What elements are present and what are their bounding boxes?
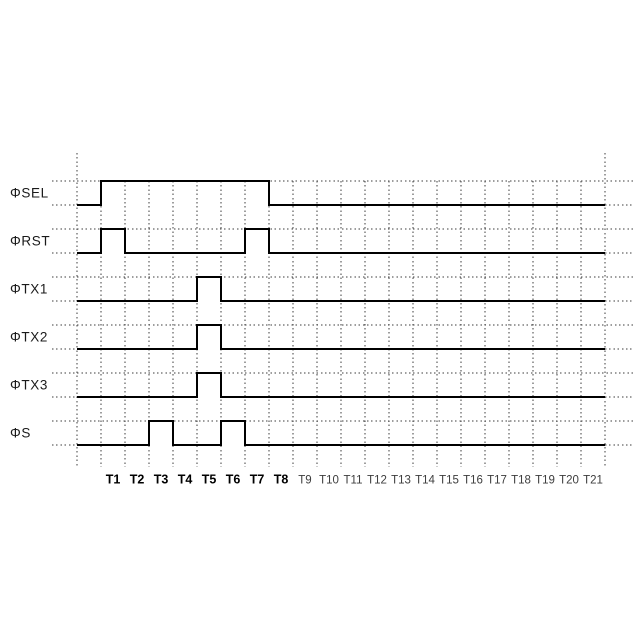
time-label-t13: T13 <box>391 475 411 487</box>
time-axis: T1 T2 T3 T4 T5 T6 T7 T8 T9 T10 T11 T12 T13 T14 T15 T16 T… <box>106 473 603 487</box>
time-label-t5: T5 <box>202 473 217 487</box>
signal-waveform-phi-tx3 <box>77 371 605 399</box>
signal-row-phi-tx1: ΦTX1 <box>10 275 634 303</box>
time-label-t11: T11 <box>344 475 363 487</box>
signal-label-phi-tx3: ΦTX3 <box>10 378 48 393</box>
signal-row-phi-tx3: ΦTX3 <box>10 371 634 399</box>
signal-waveform-phi-rst <box>77 227 605 255</box>
time-label-t8: T8 <box>274 473 289 487</box>
signal-waveform-phi-tx1 <box>77 275 605 303</box>
time-label-t3: T3 <box>154 473 169 487</box>
time-label-t15: T15 <box>439 475 459 487</box>
time-label-t20: T20 <box>559 475 579 487</box>
signal-waveform-phi-s <box>77 419 605 447</box>
signal-label-phi-tx1: ΦTX1 <box>10 282 48 297</box>
signal-label-phi-s: ΦS <box>10 426 31 441</box>
signal-row-phi-sel: ΦSEL <box>10 179 634 207</box>
signal-waveform-phi-tx2 <box>77 323 605 351</box>
time-label-t12: T12 <box>367 475 387 487</box>
signal-waveform-phi-sel <box>77 179 605 207</box>
signal-label-phi-sel: ΦSEL <box>10 186 49 201</box>
time-label-t17: T17 <box>487 475 507 487</box>
signal-row-phi-s: ΦS <box>10 419 634 447</box>
time-label-t16: T16 <box>463 475 483 487</box>
time-label-t7: T7 <box>250 473 265 487</box>
time-label-t14: T14 <box>415 475 435 487</box>
signal-row-phi-rst: ΦRST <box>10 227 634 255</box>
time-label-t21: T21 <box>583 475 603 487</box>
time-label-t6: T6 <box>226 473 241 487</box>
time-label-t18: T18 <box>511 475 531 487</box>
signal-row-phi-tx2: ΦTX2 <box>10 323 634 351</box>
time-label-t19: T19 <box>535 475 555 487</box>
time-label-t9: T9 <box>298 475 311 487</box>
signal-label-phi-tx2: ΦTX2 <box>10 330 48 345</box>
time-label-t10: T10 <box>319 475 339 487</box>
signal-label-phi-rst: ΦRST <box>10 234 50 249</box>
time-label-t4: T4 <box>178 473 193 487</box>
time-label-t1: T1 <box>106 473 121 487</box>
time-label-t2: T2 <box>130 473 145 487</box>
